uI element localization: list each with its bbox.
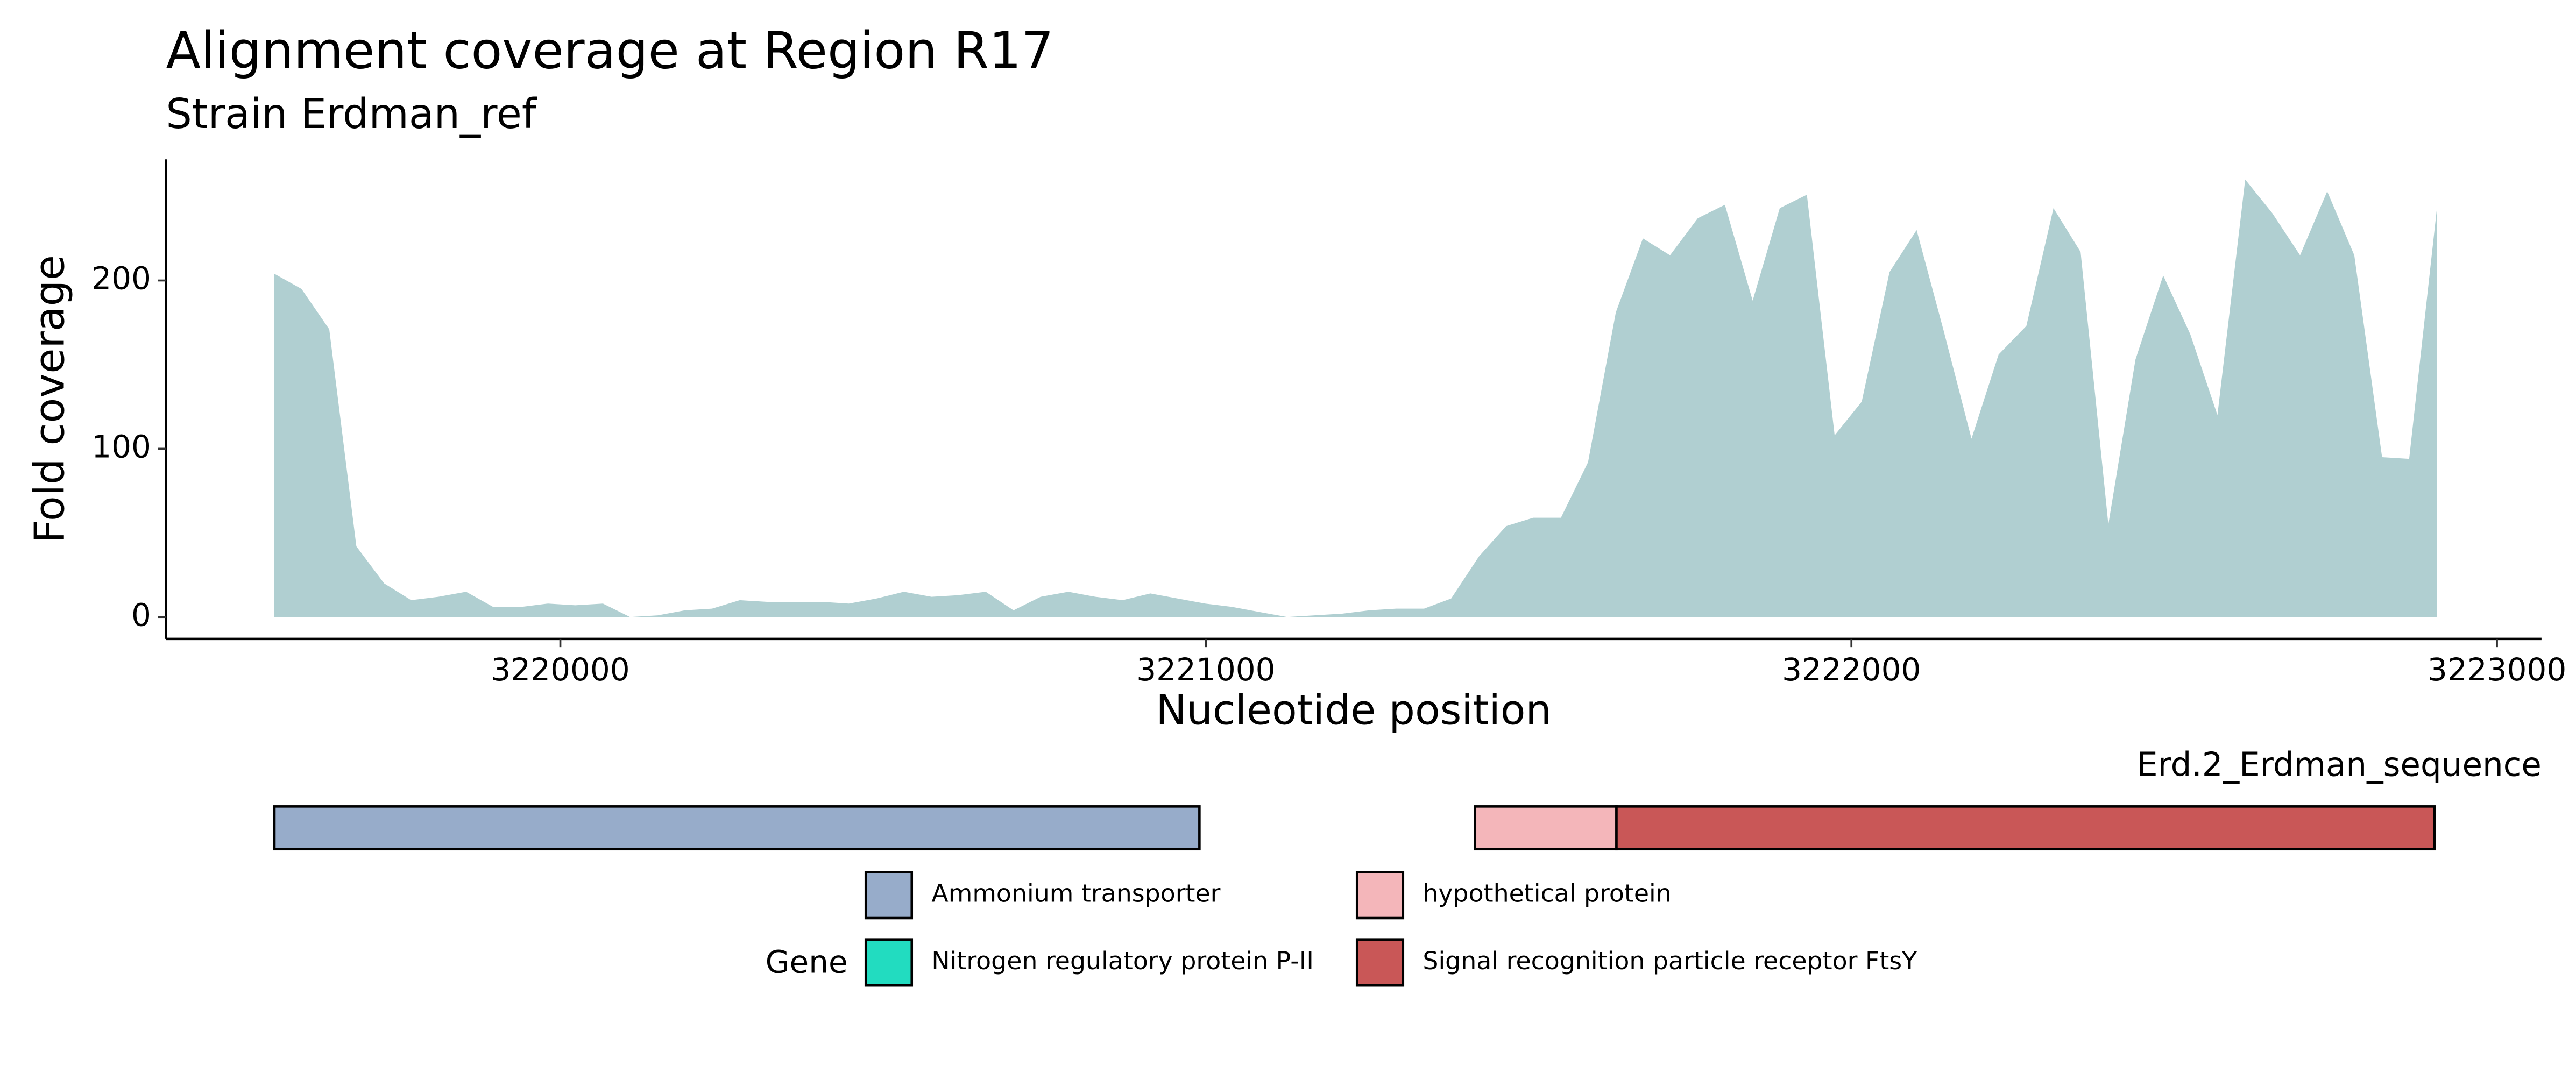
legend-swatch bbox=[864, 938, 914, 987]
y-axis-title: Fold coverage bbox=[26, 255, 74, 543]
gene-bar bbox=[273, 805, 1201, 851]
x-tick-label: 3222000 bbox=[1782, 651, 1921, 688]
x-axis-title: Nucleotide position bbox=[1156, 686, 1551, 734]
y-tick-label: 0 bbox=[131, 596, 151, 633]
x-tick-label: 3220000 bbox=[491, 651, 629, 688]
legend-label: Nitrogen regulatory protein P-II bbox=[931, 946, 1313, 975]
gene-bar bbox=[1474, 805, 1618, 851]
legend-swatch bbox=[864, 871, 914, 920]
y-tick-label: 200 bbox=[91, 260, 151, 297]
legend-label: hypothetical protein bbox=[1423, 879, 1671, 908]
legend-label: Signal recognition particle receptor Fts… bbox=[1423, 946, 1917, 975]
legend-title: Gene bbox=[766, 944, 848, 980]
legend-swatch bbox=[1355, 938, 1405, 987]
chart-subtitle: Strain Erdman_ref bbox=[166, 90, 537, 138]
legend-label: Ammonium transporter bbox=[931, 879, 1220, 908]
y-tick-label: 100 bbox=[91, 428, 151, 465]
gene-bar bbox=[1615, 805, 2436, 851]
x-tick-label: 3221000 bbox=[1136, 651, 1275, 688]
legend-swatch bbox=[1355, 871, 1405, 920]
coverage-area bbox=[274, 179, 2437, 617]
chart-title: Alignment coverage at Region R17 bbox=[166, 22, 1053, 81]
track-label: Erd.2_Erdman_sequence bbox=[2137, 746, 2542, 784]
x-tick-label: 3223000 bbox=[2428, 651, 2566, 688]
